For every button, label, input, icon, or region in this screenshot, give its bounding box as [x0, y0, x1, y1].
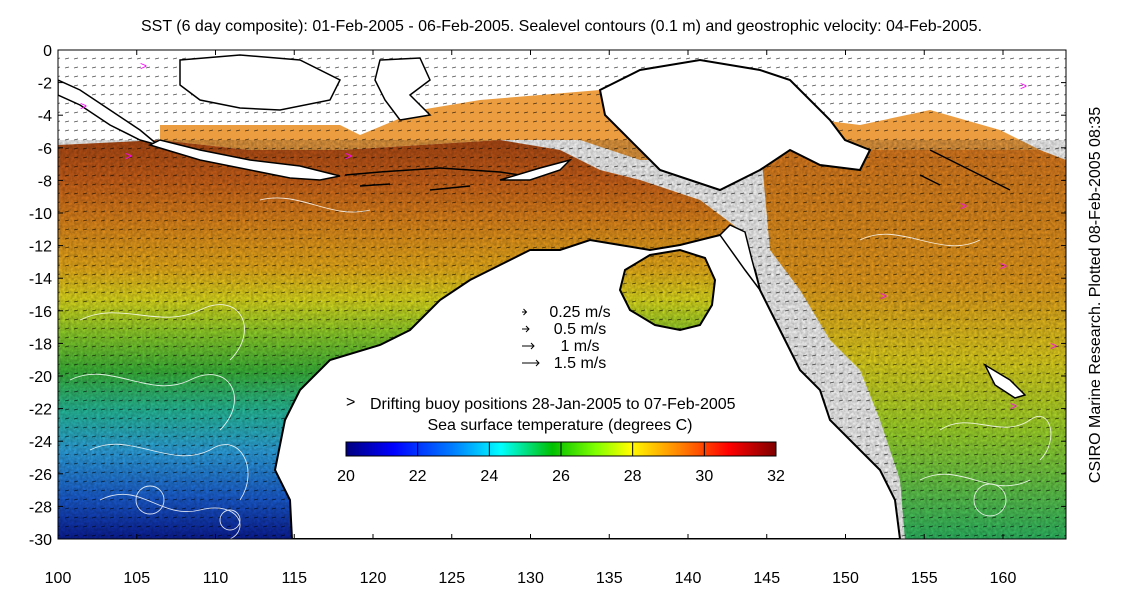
x-tick-label: 105	[123, 570, 150, 587]
buoy-legend: > Drifting buoy positions 28-Jan-2005 to…	[346, 394, 736, 413]
y-tick-label: -20	[29, 369, 52, 386]
x-tick-label: 110	[203, 570, 229, 587]
y-tick-label: -4	[38, 108, 52, 125]
velocity-legend-arrowhead	[530, 342, 535, 350]
y-tick-label: -12	[29, 239, 52, 256]
new-caledonia-land	[983, 363, 1027, 399]
cape-york	[719, 224, 761, 291]
y-axis: 0 -2 -4 -6 -8 -10 -12 -14 -16 -18 -20 -22 -24 -26 -28 -…	[29, 43, 1066, 549]
velocity-legend: 0.25 m/s0.5 m/s1 m/s1.5 m/s	[522, 304, 611, 372]
plot-area: > > > > > > > > > >	[58, 50, 1066, 539]
svg-text:>: >	[345, 149, 352, 163]
new-guinea-land	[598, 58, 872, 192]
timor-land	[499, 158, 573, 181]
y-tick-label: -30	[29, 532, 52, 549]
colorbar-tick-label: 22	[409, 468, 427, 485]
side-credit: CSIRO Marine Research. Plotted 08-Feb-20…	[1087, 106, 1104, 484]
y-tick-label: -18	[29, 336, 52, 353]
colorbar-tick-label: 32	[767, 468, 785, 485]
velocity-legend-arrowhead	[535, 359, 540, 367]
buoy-legend-label: Drifting buoy positions 28-Jan-2005 to 0…	[370, 396, 736, 413]
y-tick-label: -10	[29, 206, 52, 223]
x-tick-label: 130	[517, 570, 544, 587]
svg-text:>: >	[80, 99, 87, 113]
borneo-land	[179, 54, 342, 111]
sumatra-land	[58, 79, 159, 146]
svg-text:>: >	[125, 149, 132, 163]
velocity-legend-label: 1.5 m/s	[554, 355, 606, 372]
x-axis: 100 105 110 115 120 125 130 135 140 145 150 155 160	[45, 50, 1017, 587]
x-tick-label: 140	[675, 570, 702, 587]
y-tick-label: -2	[38, 76, 52, 93]
colorbar: Sea surface temperature (degrees C) 20 22…	[337, 417, 785, 485]
velocity-legend-arrowhead	[523, 308, 528, 316]
velocity-legend-arrowhead	[525, 325, 530, 333]
colorbar-tick-label: 26	[552, 468, 570, 485]
colorbar-title: Sea surface temperature (degrees C)	[427, 417, 692, 434]
y-tick-label: -24	[29, 434, 52, 451]
svg-text:>: >	[140, 59, 147, 73]
y-tick-label: -8	[38, 173, 52, 190]
y-tick-label: -26	[29, 467, 52, 484]
x-tick-label: 115	[281, 570, 307, 587]
velocity-legend-label: 0.5 m/s	[554, 321, 606, 338]
svg-text:>: >	[1050, 339, 1057, 353]
lesser-sunda-islands	[344, 167, 521, 191]
velocity-legend-label: 1 m/s	[560, 338, 599, 355]
svg-text:>: >	[880, 289, 887, 303]
plot-frame	[57, 49, 1067, 540]
colorbar-tick-label: 28	[624, 468, 642, 485]
x-tick-label: 155	[911, 570, 938, 587]
x-tick-label: 135	[596, 570, 623, 587]
x-tick-label: 160	[990, 570, 1017, 587]
svg-text:>: >	[1000, 259, 1007, 273]
y-tick-label: -6	[38, 141, 52, 158]
svg-text:>: >	[1010, 399, 1017, 413]
x-tick-label: 125	[438, 570, 465, 587]
y-tick-label: -14	[29, 271, 52, 288]
y-tick-label: -28	[29, 499, 52, 516]
sulawesi-land	[374, 57, 432, 121]
solomon-islands	[919, 149, 1011, 191]
svg-text:>: >	[1020, 79, 1027, 93]
buoy-markers: > > > > > > > > > >	[80, 59, 1057, 413]
colorbar-tick-label: 24	[480, 468, 498, 485]
colorbar-tick-label: 20	[337, 468, 355, 485]
buoy-legend-symbol: >	[346, 394, 355, 411]
colorbar-tick-label: 30	[695, 468, 713, 485]
colorbar-ticks: 20 22 24 26 28 30 32	[337, 442, 785, 485]
velocity-legend-label: 0.25 m/s	[549, 304, 610, 321]
x-tick-label: 120	[360, 570, 387, 587]
y-tick-label: 0	[43, 43, 52, 60]
svg-text:>: >	[960, 199, 967, 213]
australia-land	[273, 228, 902, 539]
x-tick-label: 100	[45, 570, 72, 587]
map-title: SST (6 day composite): 01-Feb-2005 - 06-…	[140, 18, 983, 35]
x-tick-label: 150	[832, 570, 859, 587]
y-tick-label: -16	[29, 304, 52, 321]
sealevel-contours	[69, 197, 1052, 539]
java-land	[147, 139, 341, 181]
y-tick-label: -22	[29, 402, 52, 419]
x-tick-label: 145	[753, 570, 780, 587]
